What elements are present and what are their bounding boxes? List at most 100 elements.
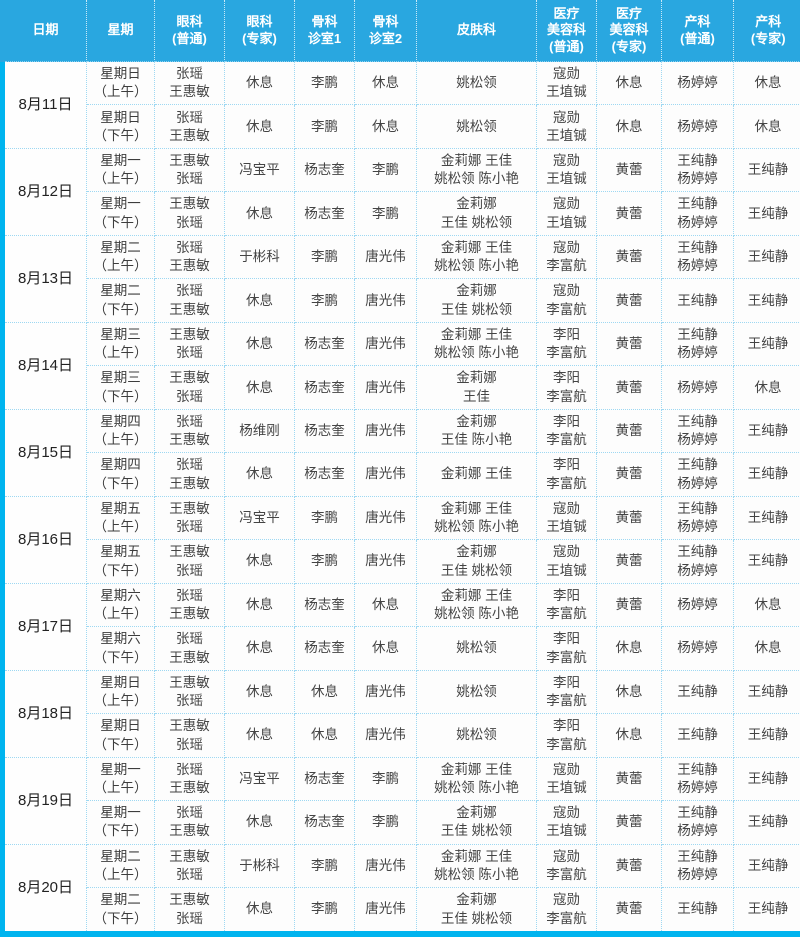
weekday-cell: 星期日 （上午） [86,60,155,106]
schedule-cell-yiliao-meirong-zhuanjia: 黄蕾 [596,582,662,628]
schedule-cell-yanke-zhuanjia: 杨维刚 [224,408,295,454]
schedule-cell-guke-zhenshi2: 李鹏 [354,191,417,236]
schedule-cell-pifuke: 金莉娜 王佳 姚松领 陈小艳 [416,321,537,367]
schedule-cell-yiliao-meirong-putong: 李阳 李富航 [536,408,597,454]
schedule-cell-guke-zhenshi2: 休息 [354,60,417,106]
schedule-cell-chanke-putong: 杨婷婷 [661,365,734,410]
schedule-cell-guke-zhenshi2: 唐光伟 [354,495,417,541]
weekday-cell: 星期六 （上午） [86,582,155,628]
schedule-cell-yiliao-meirong-zhuanjia: 休息 [596,104,662,149]
schedule-cell-yanke-zhuanjia: 休息 [224,626,295,671]
schedule-cell-yanke-putong: 张瑶 王惠敏 [154,452,225,497]
schedule-cell-guke-zhenshi2: 唐光伟 [354,887,417,935]
schedule-cell-pifuke: 金莉娜 王佳 [416,365,537,410]
schedule-cell-chanke-zhuanjia: 休息 [733,626,800,671]
schedule-cell-guke-zhenshi2: 唐光伟 [354,669,417,715]
schedule-cell-chanke-zhuanjia: 休息 [733,365,800,410]
table-row: 8月14日 星期三 （上午） 王惠敏 张瑶 休息 杨志奎 唐光伟 金莉娜 王佳 姚松领 陈小… [0,321,800,410]
schedule-cell-guke-zhenshi2: 唐光伟 [354,539,417,584]
weekday-cell: 星期一 （上午） [86,756,155,802]
schedule-cell-yiliao-meirong-putong: 寇勋 王埴铖 [536,191,597,236]
schedule-cell-guke-zhenshi1: 李鹏 [294,539,355,584]
header-ophthalmology-general: 眼科 (普通) [154,0,225,62]
date-cell: 8月20日 [0,843,87,935]
table-row: 8月11日 星期日 （上午） 张瑶 王惠敏 休息 李鹏 休息 姚松领 寇勋 王埴铖 休息 杨婷婷休… [0,60,800,149]
weekday-cell: 星期三 （上午） [86,321,155,367]
schedule-cell-pifuke: 金莉娜 王佳 [416,452,537,497]
weekday-cell: 星期一 （下午） [86,800,155,845]
schedule-cell-yiliao-meirong-putong: 李阳 李富航 [536,321,597,367]
schedule-cell-yiliao-meirong-zhuanjia: 黄蕾 [596,234,662,280]
weekday-cell: 星期六 （下午） [86,626,155,671]
date-cell: 8月15日 [0,408,87,497]
schedule-cell-yiliao-meirong-putong: 李阳 李富航 [536,452,597,497]
table-row: 8月19日 星期一 （上午） 张瑶 王惠敏 冯宝平 杨志奎 李鹏 金莉娜 王佳 姚松领 陈小… [0,756,800,845]
schedule-cell-yiliao-meirong-zhuanjia: 黄蕾 [596,452,662,497]
schedule-cell-guke-zhenshi1: 李鹏 [294,887,355,935]
schedule-header: 日期 星期 眼科 (普通) 眼科 (专家) 骨科 诊室1 骨科 诊室2 皮肤科 … [0,0,800,62]
schedule-cell-guke-zhenshi1: 杨志奎 [294,756,355,802]
header-weekday: 星期 [86,0,155,62]
schedule-cell-chanke-zhuanjia: 王纯静 [733,669,800,715]
weekday-cell: 星期四 （上午） [86,408,155,454]
table-row: 星期一 （下午） 王惠敏 张瑶 休息 杨志奎 李鹏 金莉娜 王佳 姚松领 寇勋 王埴铖 黄蕾王… [3,191,800,236]
weekday-cell: 星期日 （上午） [86,669,155,715]
schedule-cell-yiliao-meirong-zhuanjia: 黄蕾 [596,278,662,323]
schedule-cell-chanke-zhuanjia: 王纯静 [733,495,800,541]
schedule-cell-guke-zhenshi1: 李鹏 [294,495,355,541]
schedule-cell-pifuke: 金莉娜 王佳 姚松领 [416,539,537,584]
weekday-cell: 星期四 （下午） [86,452,155,497]
table-row: 星期四 （下午） 张瑶 王惠敏 休息 杨志奎 唐光伟 金莉娜 王佳 李阳 李富航 黄蕾 王纯静 … [3,452,800,497]
schedule-cell-yiliao-meirong-putong: 李阳 李富航 [536,713,597,758]
schedule-cell-yiliao-meirong-zhuanjia: 黄蕾 [596,495,662,541]
schedule-cell-yiliao-meirong-zhuanjia: 休息 [596,669,662,715]
schedule-cell-yiliao-meirong-zhuanjia: 黄蕾 [596,887,662,935]
schedule-cell-yanke-putong: 张瑶 王惠敏 [154,60,225,106]
schedule-cell-guke-zhenshi1: 李鹏 [294,234,355,280]
schedule-cell-pifuke: 姚松领 [416,669,537,715]
schedule-cell-chanke-zhuanjia: 王纯静 [733,234,800,280]
schedule-cell-yanke-zhuanjia: 休息 [224,582,295,628]
schedule-cell-chanke-putong: 王纯静 杨婷婷 [661,408,734,454]
table-row: 星期六 （下午） 张瑶 王惠敏 休息 杨志奎 休息 姚松领 李阳 李富航 休息 杨婷婷 休息 [3,626,800,671]
date-cell: 8月17日 [0,582,87,671]
schedule-cell-yanke-zhuanjia: 休息 [224,539,295,584]
table-row: 8月17日 星期六 （上午） 张瑶 王惠敏 休息 杨志奎 休息 金莉娜 王佳 姚松领 陈小艳… [0,582,800,671]
table-row: 星期日 （下午） 王惠敏 张瑶 休息 休息 唐光伟 姚松领 李阳 李富航 休息 王纯静 王纯静 [3,713,800,758]
schedule-cell-yanke-zhuanjia: 休息 [224,887,295,935]
header-ophthalmology-expert: 眼科 (专家) [224,0,295,62]
schedule-cell-guke-zhenshi1: 杨志奎 [294,191,355,236]
schedule-cell-chanke-zhuanjia: 休息 [733,582,800,628]
header-cosmetology-general: 医疗 美容科 (普通) [536,0,597,62]
table-row: 星期二 （下午） 王惠敏 张瑶 休息 李鹏 唐光伟 金莉娜 王佳 姚松领 寇勋 李富航 黄蕾王… [3,887,800,935]
schedule-cell-pifuke: 金莉娜 王佳 姚松领 陈小艳 [416,582,537,628]
schedule-cell-chanke-zhuanjia: 王纯静 [733,408,800,454]
schedule-cell-guke-zhenshi1: 李鹏 [294,104,355,149]
schedule-cell-chanke-putong: 王纯静 [661,713,734,758]
header-date: 日期 [0,0,87,62]
schedule-cell-yanke-putong: 张瑶 王惠敏 [154,756,225,802]
schedule-cell-yanke-putong: 王惠敏 张瑶 [154,887,225,935]
schedule-cell-yanke-putong: 张瑶 王惠敏 [154,800,225,845]
schedule-cell-yanke-zhuanjia: 休息 [224,713,295,758]
date-cell: 8月11日 [0,61,87,149]
schedule-cell-guke-zhenshi2: 休息 [354,626,417,671]
schedule-cell-yiliao-meirong-zhuanjia: 黄蕾 [596,147,662,193]
schedule-cell-chanke-putong: 王纯静 杨婷婷 [661,321,734,367]
schedule-cell-guke-zhenshi2: 唐光伟 [354,365,417,410]
schedule-cell-pifuke: 金莉娜 王佳 姚松领 陈小艳 [416,234,537,280]
schedule-cell-guke-zhenshi2: 唐光伟 [354,278,417,323]
schedule-cell-chanke-zhuanjia: 王纯静 [733,147,800,193]
schedule-cell-guke-zhenshi1: 李鹏 [294,60,355,106]
schedule-cell-pifuke: 金莉娜 王佳 姚松领 陈小艳 [416,756,537,802]
schedule-cell-yiliao-meirong-putong: 寇勋 王埴铖 [536,147,597,193]
schedule-cell-chanke-putong: 王纯静 杨婷婷 [661,147,734,193]
schedule-cell-yanke-putong: 王惠敏 张瑶 [154,191,225,236]
table-row: 8月13日 星期二 （上午） 张瑶 王惠敏 于彬科 李鹏 唐光伟 金莉娜 王佳 姚松领 陈小… [0,234,800,323]
schedule-cell-yanke-zhuanjia: 休息 [224,278,295,323]
weekday-cell: 星期二 （上午） [86,843,155,889]
schedule-cell-yiliao-meirong-putong: 寇勋 王埴铖 [536,495,597,541]
schedule-cell-yiliao-meirong-zhuanjia: 黄蕾 [596,800,662,845]
header-obstetrics-general: 产科 (普通) [661,0,734,62]
date-cell: 8月12日 [0,147,87,236]
